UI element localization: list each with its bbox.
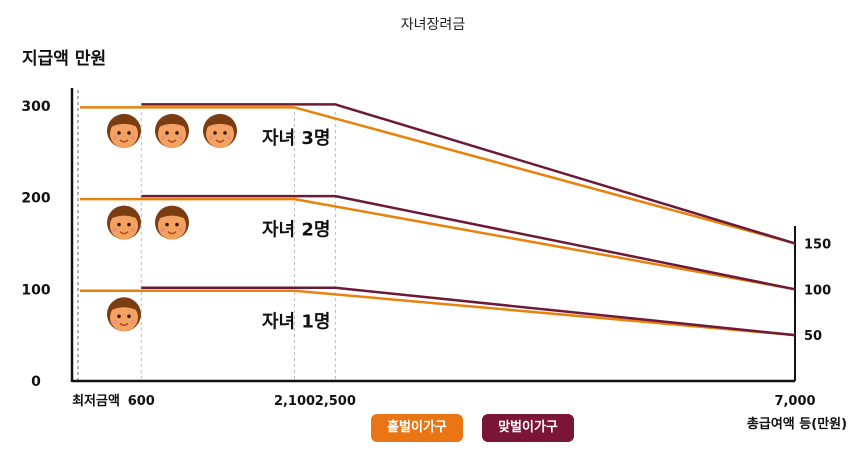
series-line-single-자녀1명 (80, 289, 796, 337)
x-tick-label-2500: 2,500 (315, 394, 356, 409)
y-tick-label-200: 200 (21, 191, 50, 207)
x-tick-label-2100: 2,100 (274, 394, 315, 409)
y-tick-label-300: 300 (21, 99, 50, 115)
group-label-3: 자녀 3명 (262, 128, 330, 149)
child-face-icon (107, 297, 141, 332)
legend-dual-earner: 맞벌이가구 (482, 414, 574, 442)
y-tick-label-0: 0 (31, 374, 41, 390)
right-tick-label-100: 100 (804, 283, 831, 298)
y-axis-title: 지급액 만원 (22, 49, 107, 69)
x-tick-label-600: 600 (128, 394, 155, 409)
x-tick-label-7000: 7,000 (774, 394, 815, 409)
legend-single-earner: 홑벌이가구 (371, 414, 463, 442)
series-line-dual-자녀2명 (141, 194, 796, 291)
child-face-icon (155, 113, 189, 148)
series-line-single-자녀2명 (80, 197, 796, 291)
right-tick-label-150: 150 (804, 237, 831, 252)
child-face-icon (107, 205, 141, 240)
series-line-dual-자녀3명 (141, 103, 796, 245)
x-axis-title: 총급여액 등(만원) (747, 416, 847, 432)
group-label-2: 자녀 2명 (262, 220, 330, 241)
series-line-dual-자녀1명 (141, 286, 796, 337)
child-face-icon (203, 113, 237, 148)
chart-title: 자녀장려금 (400, 17, 466, 33)
group-label-1: 자녀 1명 (262, 311, 330, 332)
x-tick-label-0: 최저금액 (72, 394, 120, 409)
child-face-icon (155, 205, 189, 240)
right-tick-label-50: 50 (804, 329, 822, 344)
child-face-icon (107, 113, 141, 148)
series-line-single-자녀3명 (80, 106, 796, 245)
y-tick-label-100: 100 (21, 282, 50, 298)
